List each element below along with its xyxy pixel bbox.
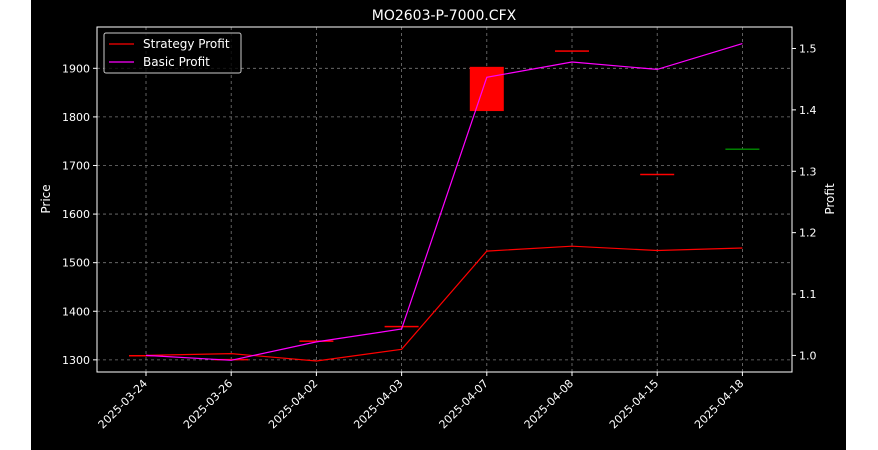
y-tick-label-left: 1800 (62, 111, 90, 124)
y-tick-label-right: 1.2 (799, 227, 817, 240)
chart-figure: MO2603-P-7000.CFX 2025-03-24 2025-03-26 20… (31, 0, 846, 450)
candle-body (299, 340, 334, 342)
legend-box (103, 32, 242, 74)
y-axis-label-right: Profit (823, 183, 837, 215)
axes: 2025-03-24 2025-03-26 2025-04-02 2025-04-03… (62, 42, 817, 431)
y-tick-label-right: 1.3 (799, 165, 817, 178)
y-tick-label-right: 1.0 (799, 349, 817, 362)
y-tick-label-left: 1600 (62, 208, 90, 221)
y-tick-label-left: 1900 (62, 62, 90, 75)
legend: Strategy Profit Basic Profit (103, 32, 242, 74)
x-tick-label: 2025-04-18 (692, 377, 746, 431)
x-tick-label: 2025-03-24 (96, 377, 150, 431)
x-tick-label: 2025-04-08 (522, 377, 576, 431)
y-axis-label-left: Price (39, 184, 53, 213)
basic-profit-line (145, 43, 743, 361)
y-tick-label-left: 1400 (62, 305, 90, 318)
x-tick-label: 2025-04-02 (266, 377, 320, 431)
legend-label-basic: Basic Profit (143, 55, 210, 69)
y-tick-label-right: 1.1 (799, 288, 817, 301)
candle-body (640, 173, 675, 176)
candle-body (469, 66, 504, 112)
y-tick-label-right: 1.4 (799, 104, 817, 117)
y-tick-label-left: 1500 (62, 257, 90, 270)
strategy-profit-line (145, 245, 743, 362)
x-tick-label: 2025-03-26 (181, 377, 235, 431)
legend-label-strategy: Strategy Profit (143, 37, 230, 51)
grid (97, 27, 792, 372)
candle-body (384, 325, 419, 328)
y-tick-label-right: 1.5 (799, 42, 817, 55)
y-tick-label-left: 1700 (62, 159, 90, 172)
x-tick-label: 2025-04-15 (607, 377, 661, 431)
chart-title: MO2603-P-7000.CFX (372, 8, 517, 24)
candle-body (555, 50, 589, 52)
x-tick-label: 2025-04-03 (351, 377, 405, 431)
candles (129, 50, 760, 361)
x-tick-label: 2025-04-07 (437, 377, 491, 431)
profit-lines (145, 43, 743, 362)
chart-svg: MO2603-P-7000.CFX 2025-03-24 2025-03-26 20… (39, 8, 837, 431)
candle-body (214, 358, 249, 361)
plot-frame (96, 26, 793, 373)
candle-body (725, 148, 760, 150)
y-tick-label-left: 1300 (62, 354, 90, 367)
